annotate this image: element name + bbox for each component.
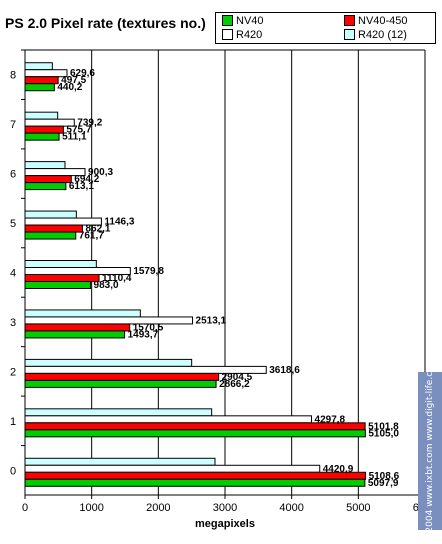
data-label: 5101,8	[368, 421, 399, 432]
bar	[24, 83, 55, 92]
bar	[24, 358, 193, 367]
legend-label-r420-12: R420 (12)	[358, 29, 407, 41]
legend-swatch-r420	[222, 28, 233, 40]
bar	[24, 161, 66, 170]
x-tick-label: 2000	[146, 502, 170, 514]
bar	[24, 260, 97, 268]
y-tick-label: 7	[10, 119, 16, 131]
bar	[24, 224, 83, 233]
legend-item-nv40-450: NV40-450	[344, 14, 408, 28]
watermark: © 2004 www.ixbt.com www.digit-life.com	[418, 358, 442, 544]
data-label: 497,5	[61, 75, 86, 86]
legend: NV40 NV40-450 R420 R420 (12)	[215, 12, 436, 44]
data-label: 5097,9	[368, 478, 399, 489]
data-label: 900,3	[88, 167, 113, 178]
watermark-text: © 2004 www.ixbt.com www.digit-life.com	[425, 357, 435, 544]
data-label: 5108,6	[369, 471, 400, 482]
bar	[24, 281, 92, 289]
x-tick-label: 3000	[213, 502, 237, 514]
bar	[24, 323, 131, 332]
data-label: 862,1	[85, 224, 110, 235]
data-label: 3618,6	[269, 365, 300, 376]
bar	[24, 210, 77, 219]
data-label: 2904,5	[222, 372, 253, 383]
data-label: 983,0	[94, 280, 119, 291]
bar	[24, 478, 366, 487]
data-label: 2513,1	[196, 315, 227, 326]
data-label: 629,6	[70, 68, 95, 79]
bar	[24, 471, 367, 480]
data-label: 694,2	[74, 174, 99, 185]
x-axis-title: megapixels	[195, 518, 255, 530]
data-label: 4420,9	[323, 464, 354, 475]
data-label: 440,2	[57, 82, 82, 93]
legend-label-nv40: NV40	[236, 15, 264, 27]
bar	[24, 111, 59, 120]
legend-swatch-nv40-450	[344, 14, 355, 26]
legend-item-nv40: NV40	[222, 14, 264, 28]
data-label: 613,1	[69, 181, 94, 192]
bar	[24, 309, 141, 318]
x-tick-label: 4000	[279, 502, 303, 514]
y-tick-label: 4	[10, 268, 16, 280]
bar	[24, 182, 67, 191]
data-label: 2866,2	[219, 379, 250, 390]
y-tick-label: 8	[10, 70, 16, 82]
bar	[24, 132, 60, 141]
bar	[24, 464, 321, 473]
y-tick-label: 5	[10, 218, 16, 230]
legend-label-nv40-450: NV40-450	[358, 15, 408, 27]
data-label: 1570,5	[133, 322, 164, 333]
x-tick-label: 0	[22, 502, 28, 514]
bar	[24, 330, 126, 339]
x-tick-label: 5000	[346, 502, 370, 514]
bar	[24, 175, 72, 184]
bar	[24, 457, 216, 466]
data-label: 1110,4	[102, 273, 132, 284]
y-tick-label: 2	[10, 366, 16, 378]
legend-swatch-nv40	[222, 14, 233, 26]
legend-item-r420-12: R420 (12)	[344, 28, 407, 42]
bar	[24, 274, 100, 282]
data-label: 575,7	[66, 125, 91, 136]
bar	[24, 379, 217, 388]
bar	[24, 125, 64, 134]
data-label: 511,1	[62, 132, 87, 143]
y-tick-label: 1	[10, 416, 16, 428]
bar	[24, 429, 366, 438]
bar	[24, 415, 313, 424]
legend-item-r420: R420	[222, 28, 262, 42]
bar	[24, 408, 213, 417]
data-label: 761,7	[79, 231, 104, 242]
bar	[24, 372, 220, 381]
data-label: 739,2	[77, 118, 102, 129]
data-label: 5105,0	[368, 428, 399, 439]
y-tick-label: 3	[10, 317, 16, 329]
x-tick-label: 1000	[79, 502, 103, 514]
bar	[24, 76, 59, 85]
data-label: 1146,3	[104, 217, 134, 228]
bar-chart: 0100020003000400050006000012345678 4420,…	[10, 49, 437, 530]
legend-swatch-r420-12	[344, 28, 355, 40]
chart-title: PS 2.0 Pixel rate (textures no.)	[5, 15, 206, 31]
bar	[24, 231, 77, 240]
bar	[24, 316, 194, 325]
y-tick-label: 6	[10, 169, 16, 181]
y-tick-label: 0	[10, 465, 16, 477]
data-label: 4297,8	[315, 414, 346, 425]
data-label: 1579,8	[133, 266, 164, 277]
data-label: 1493,7	[128, 329, 159, 340]
legend-label-r420: R420	[236, 29, 263, 41]
bar	[24, 62, 53, 71]
